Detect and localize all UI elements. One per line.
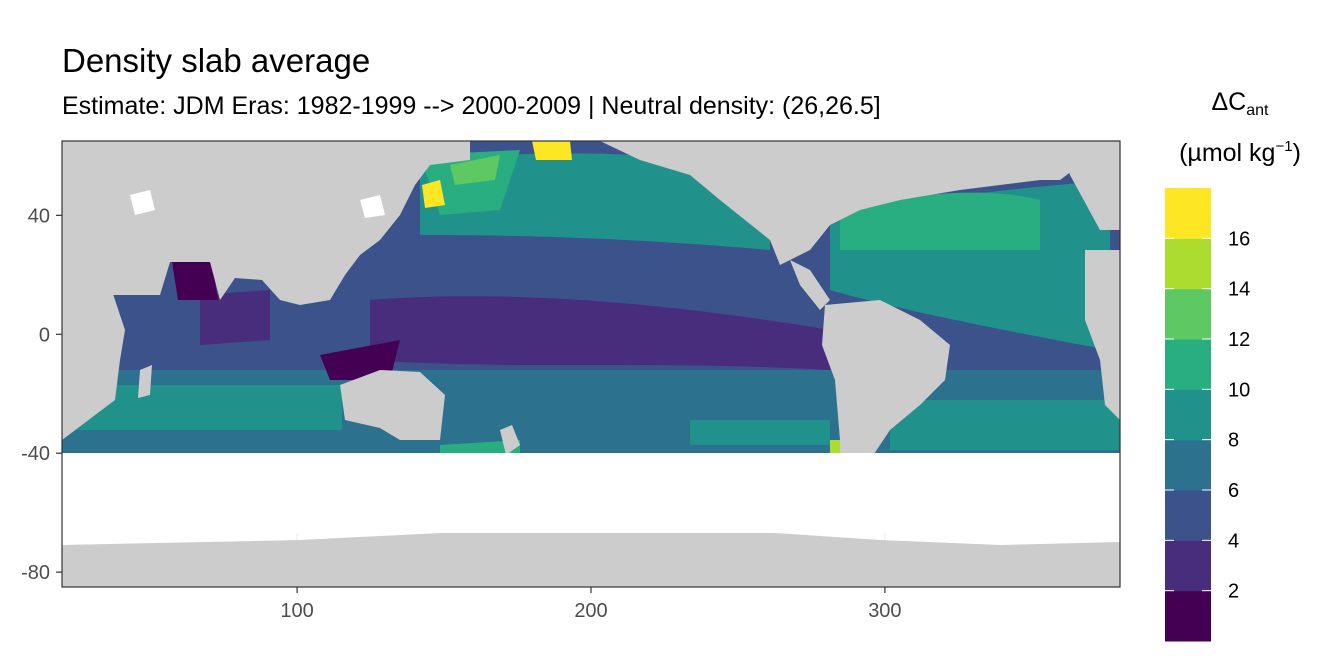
legend-bin [1165, 339, 1211, 390]
ocean-kamchatka-mid [450, 155, 500, 185]
map-subtitle: Estimate: JDM Eras: 1982-1999 --> 2000-2… [62, 92, 881, 120]
ocean-bay-bengal-low [200, 290, 270, 345]
x-axis: 100 200 300 [280, 587, 902, 622]
land-antarctica [62, 528, 1120, 587]
legend-title-symbol: ΔCant [1211, 88, 1269, 119]
land-west-africa [1085, 250, 1120, 420]
legend-colorbar: 2 4 6 8 10 12 14 16 [1165, 188, 1250, 642]
ocean-band-south-atlantic [890, 400, 1120, 450]
ocean-north-atlantic-high [840, 192, 1040, 250]
legend-break-label: 14 [1228, 279, 1250, 301]
x-tick-label: 200 [574, 600, 607, 622]
land-madagascar [138, 365, 152, 398]
land-eurasia [62, 141, 470, 305]
land-central-america [790, 260, 830, 310]
x-tick-label: 300 [868, 600, 901, 622]
legend-break-label: 10 [1228, 379, 1250, 401]
legend-bin [1165, 490, 1211, 541]
ocean-equatorial-pacific-low [370, 296, 830, 370]
legend-bin [1165, 288, 1211, 340]
legend-break-label: 2 [1228, 581, 1239, 603]
legend-break-label: 16 [1228, 228, 1250, 250]
y-tick-label: 0 [39, 324, 50, 346]
land-new-zealand [500, 425, 520, 455]
legend-bin [1165, 389, 1211, 441]
legend-bin [1165, 238, 1211, 290]
ocean-bering-high [532, 141, 572, 160]
land-australia [340, 370, 445, 440]
legend-break-label: 4 [1228, 530, 1239, 552]
land-south-america [822, 300, 950, 495]
land-africa [62, 280, 125, 440]
y-tick-label: -80 [21, 562, 50, 584]
legend-break-label: 12 [1228, 329, 1250, 351]
map-title: Density slab average [62, 42, 371, 79]
y-tick-label: -40 [21, 443, 50, 465]
land-masses [62, 141, 1120, 587]
x-tick-label: 100 [280, 600, 313, 622]
land-greenland [1060, 141, 1120, 230]
y-tick-label: 40 [28, 205, 50, 227]
legend-break-label: 6 [1228, 480, 1239, 502]
y-axis: 40 0 -40 -80 [21, 205, 62, 584]
legend-bin [1165, 540, 1211, 592]
legend-bin [1165, 439, 1211, 491]
legend-bin [1165, 590, 1211, 642]
ocean-band-south-pacific [690, 420, 830, 445]
ocean-kuroshio-high [422, 180, 445, 208]
no-data-patches [62, 190, 1120, 533]
ocean-arabian-sea-lowest [172, 262, 218, 300]
legend-bin [1165, 188, 1211, 239]
land-north-america [600, 141, 1110, 265]
legend-break-label: 8 [1228, 430, 1239, 452]
legend-title-unit: (µmol kg−1) [1179, 138, 1301, 167]
